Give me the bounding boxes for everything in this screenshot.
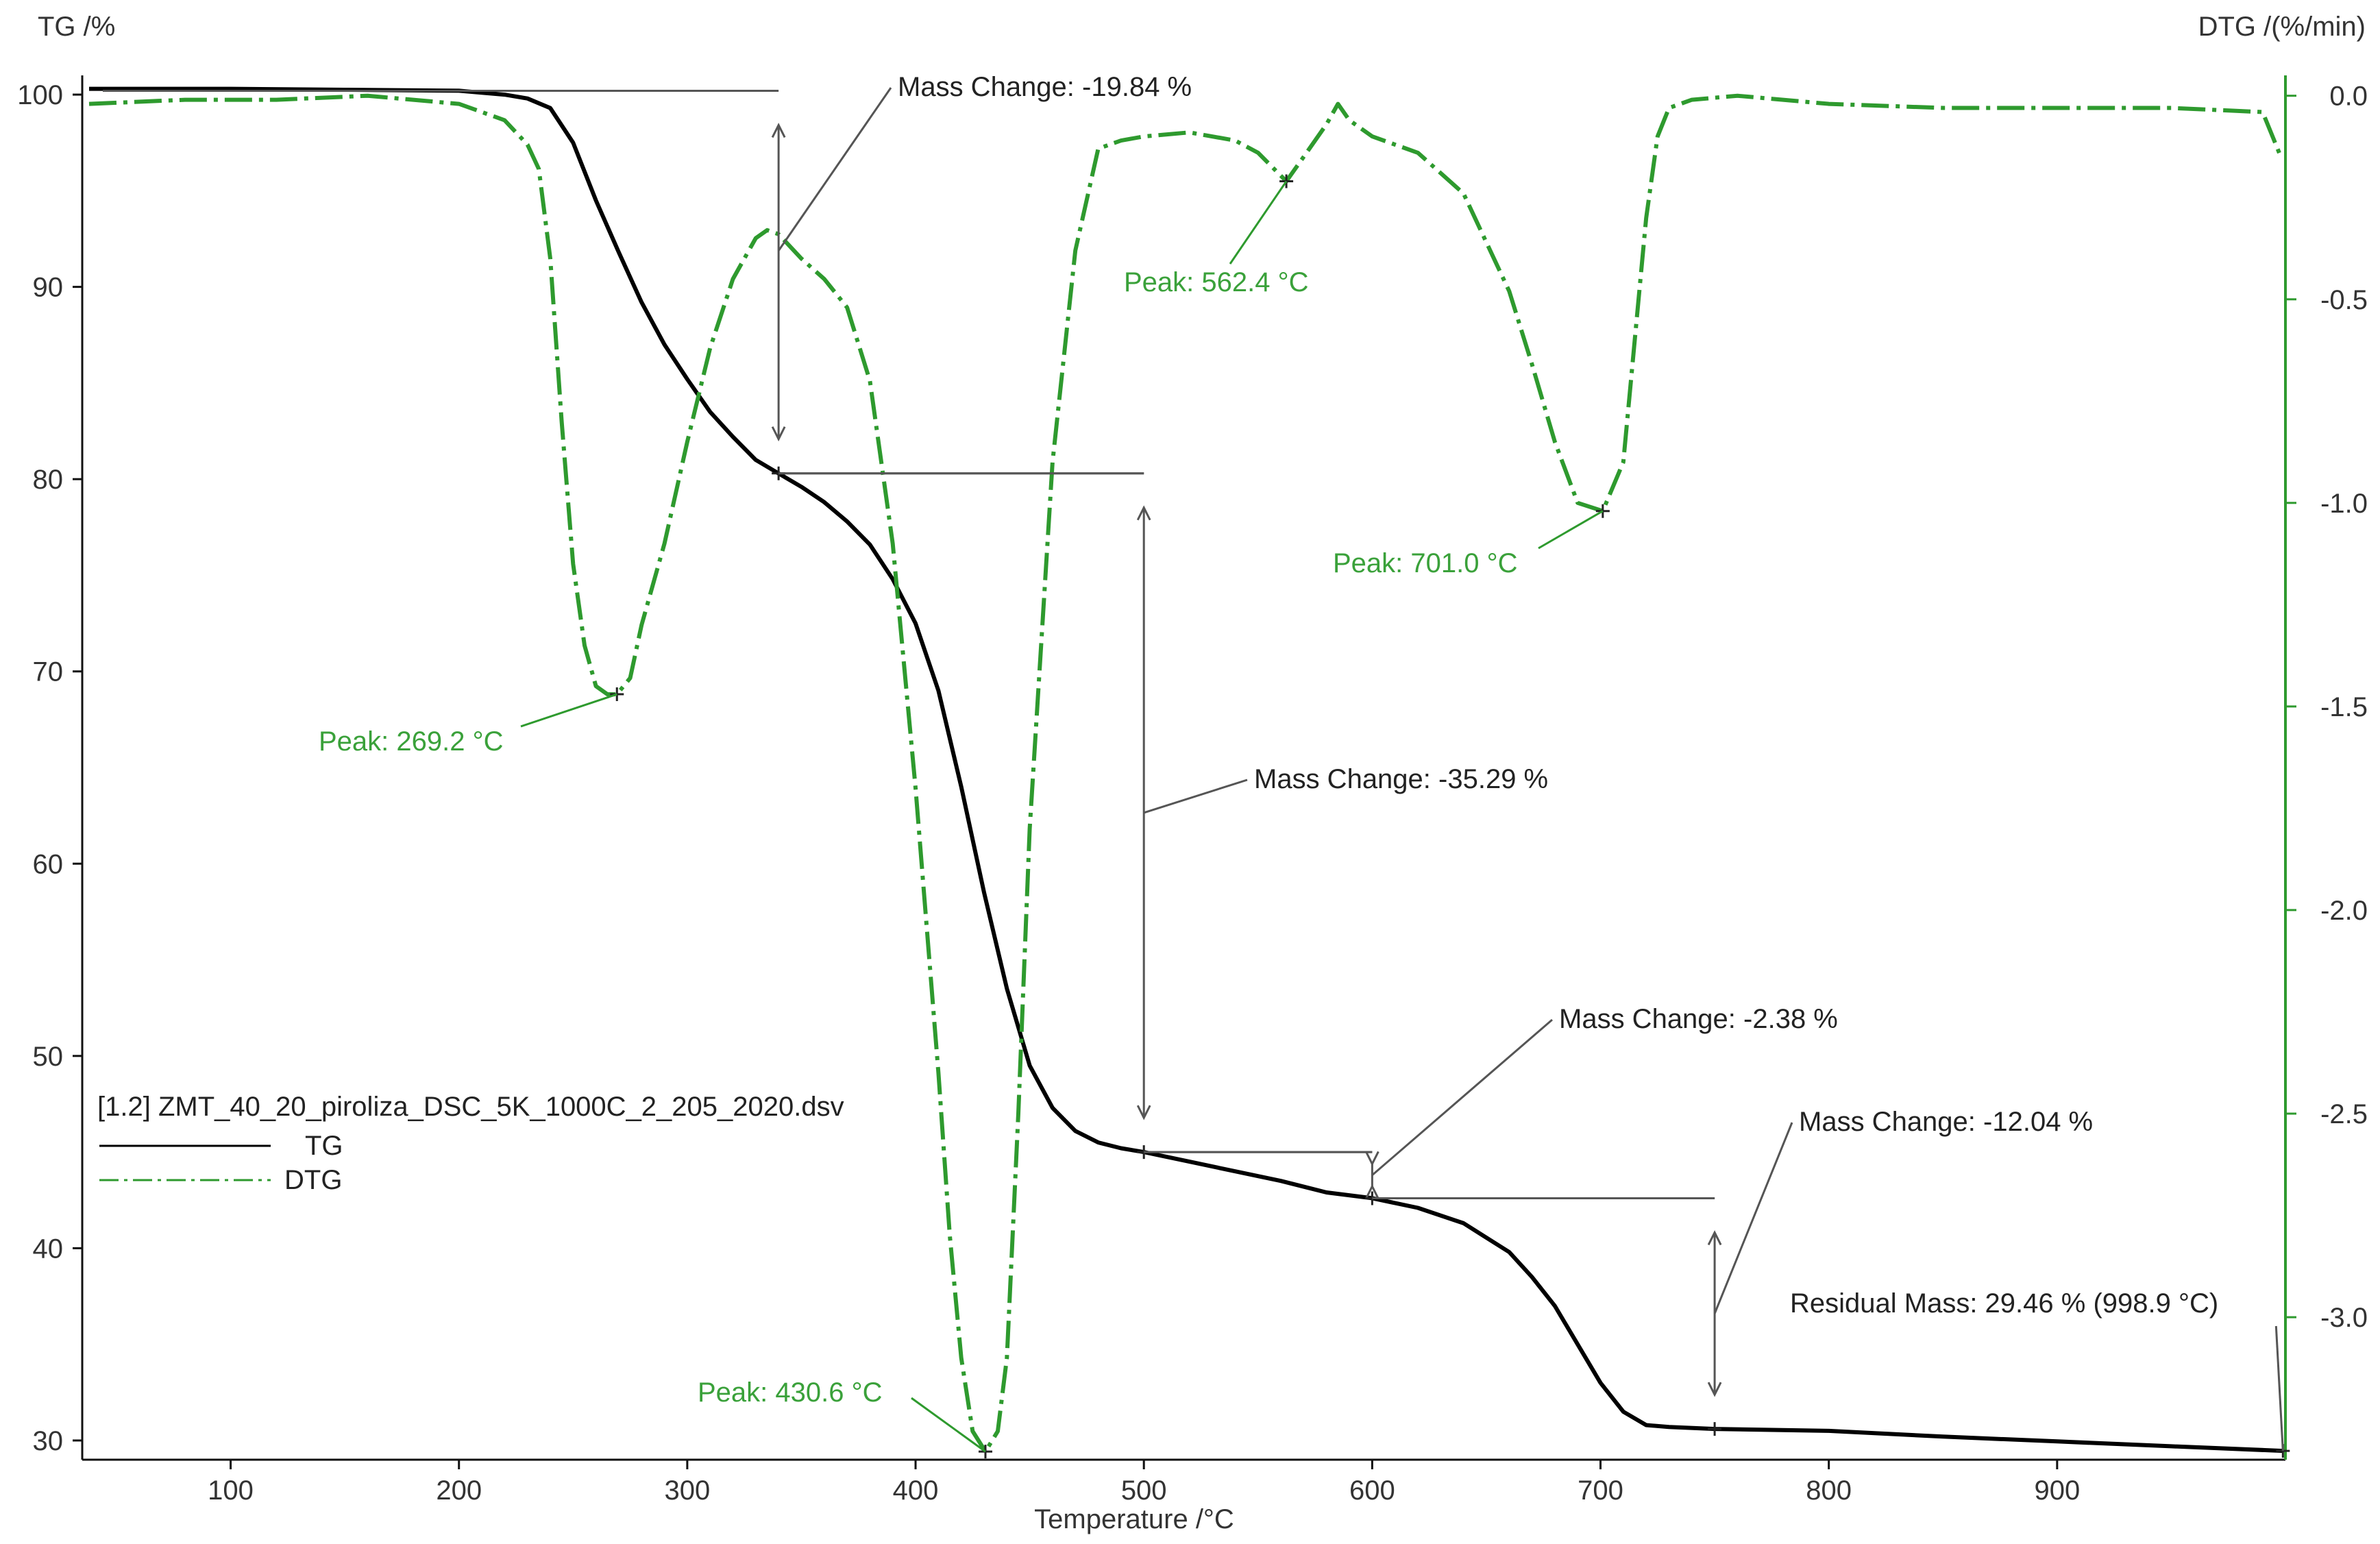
x-axis-title: Temperature /°C [1034, 1504, 1234, 1534]
y2-tick-label: -1.0 [2320, 489, 2368, 519]
x-tick-label: 500 [1121, 1475, 1167, 1506]
y-tick-label: 80 [33, 465, 64, 495]
y-ticks-left: 30 40 50 60 70 80 90 100 [17, 80, 82, 1456]
y2-tick-label: -3.0 [2320, 1303, 2368, 1333]
peak-leader [1229, 180, 1288, 265]
legend-label-tg: TG [305, 1131, 343, 1161]
legend-label-dtg: DTG [284, 1165, 342, 1195]
mass-change-arrow-head-top [771, 123, 786, 138]
x-tick-label: 900 [2034, 1475, 2080, 1506]
mass-change-leader [1143, 779, 1248, 814]
mass-change-label: Mass Change: -2.38 % [1559, 1004, 1838, 1034]
mass-change-label: Mass Change: -12.04 % [1799, 1107, 2093, 1137]
series-line-tg [89, 86, 2283, 1454]
y-axis-title-left: TG /% [38, 12, 115, 42]
mass-change-arrow-head-top [1365, 1184, 1379, 1199]
x-ticks: 100 200 300 400 500 600 700 800 900 [208, 1460, 2080, 1506]
y-tick-label: 100 [17, 80, 63, 110]
peak-label: Peak: 562.4 °C [1124, 267, 1309, 297]
peak-leader [1538, 510, 1604, 550]
mass-change-leader [1713, 1122, 1793, 1314]
x-tick-label: 200 [436, 1475, 482, 1506]
peak-marker [1279, 174, 1294, 188]
mass-change-step-marker [1708, 1422, 1722, 1436]
legend: [1.2] ZMT_40_20_piroliza_DSC_5K_1000C_2_… [97, 1092, 844, 1195]
peak-marker [1595, 504, 1610, 518]
x-tick-label: 600 [1349, 1475, 1395, 1506]
mass-change-label: Mass Change: -35.29 % [1254, 764, 1548, 794]
y2-tick-label: -0.5 [2320, 285, 2368, 315]
x-tick-label: 100 [208, 1475, 254, 1506]
y-tick-label: 90 [33, 273, 64, 303]
y-tick-label: 60 [33, 849, 64, 879]
residual-label: Residual Mass: 29.46 % (998.9 °C) [1790, 1288, 2218, 1319]
y-ticks-right: 0.0 -0.5 -1.0 -1.5 -2.0 -2.5 -3.0 [2285, 82, 2368, 1333]
y-tick-label: 40 [33, 1234, 64, 1264]
peak-leader [911, 1397, 986, 1453]
x-tick-label: 800 [1806, 1475, 1852, 1506]
x-tick-label: 400 [893, 1475, 939, 1506]
x-tick-label: 700 [1578, 1475, 1623, 1506]
mass-change-leader [777, 87, 892, 252]
legend-file-label: [1.2] ZMT_40_20_piroliza_DSC_5K_1000C_2_… [97, 1092, 844, 1122]
peak-label: Peak: 701.0 °C [1333, 548, 1518, 578]
mass-change-arrow-head-bottom [771, 426, 786, 442]
y2-tick-label: -2.5 [2320, 1099, 2368, 1129]
y2-tick-label: -1.5 [2320, 692, 2368, 722]
mass-change-arrow-head-bottom [1707, 1382, 1722, 1397]
mass-change-arrow-head-top [1136, 505, 1151, 521]
peak-label: Peak: 430.6 °C [698, 1377, 883, 1408]
annotations: Mass Change: -19.84 % Mass Change: -35.29… [102, 72, 2290, 1459]
x-tick-label: 300 [665, 1475, 711, 1506]
peak-label: Peak: 269.2 °C [319, 726, 504, 757]
y2-tick-label: -2.0 [2320, 896, 2368, 926]
mass-change-arrow-head-top [1707, 1230, 1722, 1246]
y-axis-title-right: DTG /(%/min) [2198, 12, 2366, 42]
y-tick-label: 30 [33, 1426, 64, 1456]
series-line-dtg [88, 93, 2283, 1454]
mass-change-leader [1371, 1018, 1553, 1176]
y-tick-label: 50 [33, 1042, 64, 1072]
mass-change-label: Mass Change: -19.84 % [898, 72, 1192, 102]
y-tick-label: 70 [33, 657, 64, 687]
mass-change-arrow-head-bottom [1136, 1105, 1151, 1120]
y2-tick-label: 0.0 [2329, 82, 2368, 112]
mass-change-arrow-head-bottom [1365, 1151, 1379, 1166]
peak-leader [520, 693, 617, 728]
residual-leader [2274, 1325, 2284, 1451]
